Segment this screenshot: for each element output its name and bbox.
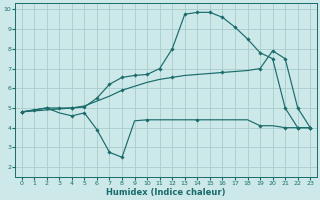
X-axis label: Humidex (Indice chaleur): Humidex (Indice chaleur) [106, 188, 226, 197]
